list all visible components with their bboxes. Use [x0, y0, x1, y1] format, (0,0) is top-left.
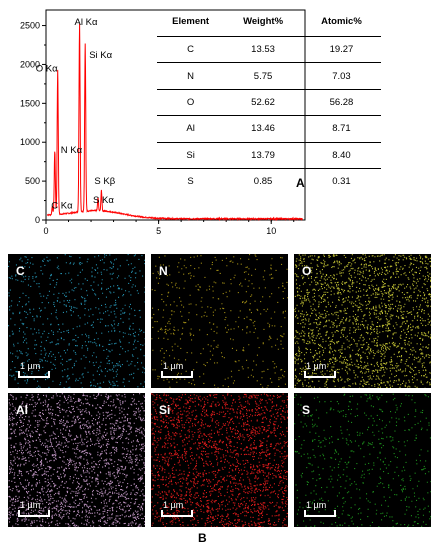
- y-tick-label: 0: [35, 215, 40, 225]
- header-weight: Weight%: [224, 7, 302, 37]
- map-element-label: O: [302, 264, 312, 278]
- cell-weight: 5.75: [224, 62, 302, 90]
- map-tile-al: Al 1 µm: [8, 393, 145, 527]
- table-row: C 13.53 19.27: [157, 36, 381, 64]
- cell-weight: 13.79: [224, 142, 302, 169]
- map-noise: [8, 393, 145, 527]
- peak-label: Si Kα: [89, 50, 112, 61]
- panel-label-b: B: [198, 531, 207, 545]
- table-header-row: Element Weight% Atomic%: [157, 7, 381, 37]
- peak-label: N Kα: [61, 145, 83, 156]
- table-row: O 52.62 56.28: [157, 89, 381, 117]
- cell-element: C: [157, 36, 225, 64]
- scale-bar: [18, 371, 50, 378]
- peak-label: Al Kα: [75, 17, 98, 28]
- map-element-label: N: [159, 264, 168, 278]
- cell-atomic: 56.28: [301, 89, 381, 117]
- cell-weight: 0.85: [253, 176, 273, 188]
- y-tick-label: 2500: [20, 21, 40, 31]
- cell-element: S: [187, 176, 194, 188]
- cell-weight: 13.46: [224, 115, 302, 143]
- scale-bar: [161, 371, 193, 378]
- cell-weight: 13.53: [224, 36, 302, 64]
- map-element-label: Al: [16, 403, 28, 417]
- peak-label: C Kα: [51, 200, 73, 211]
- map-element-label: S: [302, 403, 311, 417]
- map-tile-c: C 1 µm: [8, 254, 145, 388]
- table-row: N 5.75 7.03: [157, 62, 381, 90]
- cell-atomic: 8.40: [301, 142, 381, 169]
- cell-element: O: [157, 89, 225, 117]
- y-tick-label: 1500: [20, 98, 40, 108]
- map-tile-n: N 1 µm: [151, 254, 288, 388]
- spectrum-series: [46, 23, 303, 222]
- scale-bar: [304, 371, 336, 378]
- header-atomic: Atomic%: [301, 7, 381, 37]
- cell-atomic: 0.31: [332, 176, 351, 188]
- scale-bar: [161, 510, 193, 517]
- map-tile-s: S 1 µm: [294, 393, 431, 527]
- eds-spectrum-chart: 0 500 1000 1500 2000 2500 0 5 10 C Kα N Kα O Kα Al K…: [20, 9, 306, 235]
- y-tick-label: 1000: [20, 137, 40, 147]
- scale-bar-label: 1 µm: [163, 500, 184, 510]
- table-row: Al 13.46 8.71: [157, 115, 381, 143]
- header-element: Element: [157, 7, 225, 37]
- x-tick-label: 0: [43, 226, 48, 235]
- cell-element: Si: [157, 142, 225, 169]
- map-noise: [8, 254, 145, 388]
- map-element-label: C: [16, 264, 25, 278]
- panel-label-a: A: [296, 176, 305, 190]
- map-noise: [294, 254, 431, 388]
- scale-bar-label: 1 µm: [163, 361, 184, 371]
- scale-bar-label: 1 µm: [20, 500, 41, 510]
- scale-bar-label: 1 µm: [20, 361, 41, 371]
- composition-table: Element Weight% Atomic% C 13.53 19.27 N 5.7…: [157, 7, 381, 194]
- cell-weight: 52.62: [224, 89, 302, 117]
- x-tick-label: 10: [266, 226, 276, 235]
- peak-label: O Kα: [36, 63, 58, 74]
- table-row: Si 13.79 8.40: [157, 142, 381, 169]
- scale-bar-label: 1 µm: [306, 500, 327, 510]
- cell-element: N: [157, 62, 225, 90]
- table-row: S 0.85 0.31: [157, 168, 381, 194]
- cell-atomic: 8.71: [301, 115, 381, 143]
- map-tile-si: Si 1 µm: [151, 393, 288, 527]
- cell-element: Al: [157, 115, 225, 143]
- x-tick-label: 5: [156, 226, 161, 235]
- map-element-label: Si: [159, 403, 171, 417]
- scale-bar-label: 1 µm: [306, 361, 327, 371]
- y-tick-label: 500: [25, 176, 40, 186]
- map-tile-o: O 1 µm: [294, 254, 431, 388]
- cell-atomic: 7.03: [301, 62, 381, 90]
- y-tick-label: 2000: [20, 59, 40, 69]
- peak-label: S Kα: [93, 195, 114, 206]
- cell-atomic: 19.27: [301, 36, 381, 64]
- scale-bar: [18, 510, 50, 517]
- peak-label: S Kβ: [94, 176, 115, 187]
- scale-bar: [304, 510, 336, 517]
